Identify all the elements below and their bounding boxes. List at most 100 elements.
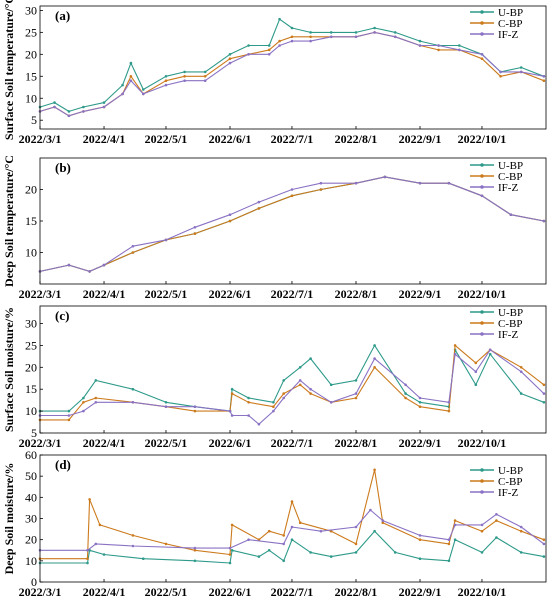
y-tick-label: 15 (25, 382, 37, 396)
legend-marker-c-bp (480, 174, 484, 178)
plot-frame (39, 454, 547, 583)
data-point-c-bp (247, 401, 250, 404)
legend-marker-c-bp (480, 21, 484, 25)
data-point-u-bp (183, 70, 186, 74)
data-point-if-z (86, 549, 89, 552)
data-point-c-bp (499, 75, 502, 78)
data-point-u-bp (67, 409, 71, 413)
data-point-u-bp (228, 561, 232, 565)
data-point-c-bp (480, 57, 484, 60)
data-point-u-bp (247, 396, 250, 400)
data-point-u-bp (453, 538, 457, 541)
data-point-if-z (82, 409, 85, 413)
data-point-c-bp (82, 401, 85, 404)
legend-label-u-bp: U-BP (498, 465, 523, 477)
data-point-u-bp (393, 551, 397, 554)
data-point-u-bp (94, 379, 98, 382)
data-point-u-bp (230, 549, 234, 552)
data-point-if-z (183, 79, 186, 82)
data-point-c-bp (298, 383, 302, 387)
x-tick-label: 2022/10/1 (458, 287, 507, 301)
y-tick-label: 60 (25, 448, 37, 462)
data-point-if-z (480, 523, 484, 527)
data-point-if-z (393, 35, 397, 39)
data-point-c-bp (193, 409, 197, 413)
y-tick-label: 20 (25, 183, 37, 197)
data-point-if-z (164, 238, 168, 242)
data-point-c-bp (474, 361, 478, 365)
data-point-if-z (67, 263, 71, 267)
data-point-u-bp (193, 559, 197, 563)
data-point-c-bp (453, 519, 457, 522)
data-point-u-bp (329, 555, 333, 558)
data-point-if-z (290, 525, 294, 529)
data-point-c-bp (203, 75, 207, 78)
data-point-c-bp (228, 219, 232, 223)
data-point-if-z (383, 175, 387, 179)
data-point-c-bp (267, 529, 271, 533)
data-point-u-bp (329, 31, 333, 34)
data-point-if-z (67, 414, 71, 417)
x-tick-label: 2022/5/1 (145, 585, 188, 599)
data-point-u-bp (373, 344, 376, 347)
legend-label-c-bp: C-BP (498, 171, 522, 183)
series-line-u-bp (39, 18, 545, 112)
data-point-u-bp (86, 561, 89, 565)
legend-label-c-bp: C-BP (498, 476, 522, 488)
data-point-if-z (193, 226, 197, 229)
data-point-u-bp (121, 83, 124, 87)
x-tick-label: 2022/5/1 (145, 287, 188, 301)
data-point-if-z (203, 79, 207, 82)
data-point-c-bp (373, 366, 376, 369)
data-point-if-z (369, 508, 372, 512)
data-point-u-bp (309, 31, 312, 34)
data-point-if-z (230, 414, 234, 417)
data-point-c-bp (437, 48, 440, 52)
data-point-c-bp (542, 383, 546, 387)
data-point-if-z (509, 213, 513, 216)
x-tick-label: 2022/4/1 (83, 287, 126, 301)
legend-marker-if-z (480, 32, 484, 36)
data-point-c-bp (193, 232, 197, 235)
series-line-u-bp (40, 344, 545, 412)
data-point-c-bp (519, 529, 523, 533)
y-tick-label: 5 (31, 426, 37, 440)
x-tick-label: 2022/6/1 (209, 585, 252, 599)
y-tick-label: 20 (25, 47, 37, 61)
legend-marker-if-z (480, 185, 484, 189)
data-point-c-bp (228, 57, 232, 60)
series-line-if-z (40, 349, 545, 425)
data-point-if-z (319, 181, 323, 185)
data-point-if-z (354, 181, 358, 185)
data-point-u-bp (102, 553, 106, 556)
plot-frame (39, 5, 547, 130)
x-tick-label: 2022/9/1 (399, 287, 442, 301)
data-point-if-z (418, 44, 422, 47)
data-point-c-bp (278, 39, 281, 43)
data-point-c-bp (129, 75, 133, 78)
data-point-u-bp (164, 401, 168, 404)
x-tick-label: 2022/7/1 (271, 132, 314, 146)
y-axis-label: Deep Soil moisture/% (2, 463, 16, 575)
data-point-if-z (499, 70, 502, 74)
data-point-u-bp (282, 379, 286, 382)
data-point-if-z (290, 39, 294, 43)
data-point-if-z (319, 529, 323, 533)
data-point-u-bp (298, 366, 302, 369)
legend-label-u-bp: U-BP (498, 307, 523, 319)
x-tick-label: 2022/7/1 (271, 436, 314, 450)
data-point-u-bp (495, 536, 498, 539)
data-point-c-bp (230, 523, 234, 527)
data-point-c-bp (267, 48, 271, 52)
data-point-u-bp (519, 551, 523, 554)
data-point-if-z (193, 546, 197, 550)
data-point-if-z (453, 523, 457, 527)
data-point-if-z (131, 244, 135, 248)
panel-label: (c) (55, 308, 69, 323)
x-tick-label: 2022/8/1 (335, 287, 378, 301)
data-point-c-bp (354, 542, 358, 546)
legend-marker-u-bp (480, 468, 484, 472)
x-tick-label: 2022/3/1 (19, 436, 62, 450)
data-point-if-z (278, 44, 281, 47)
